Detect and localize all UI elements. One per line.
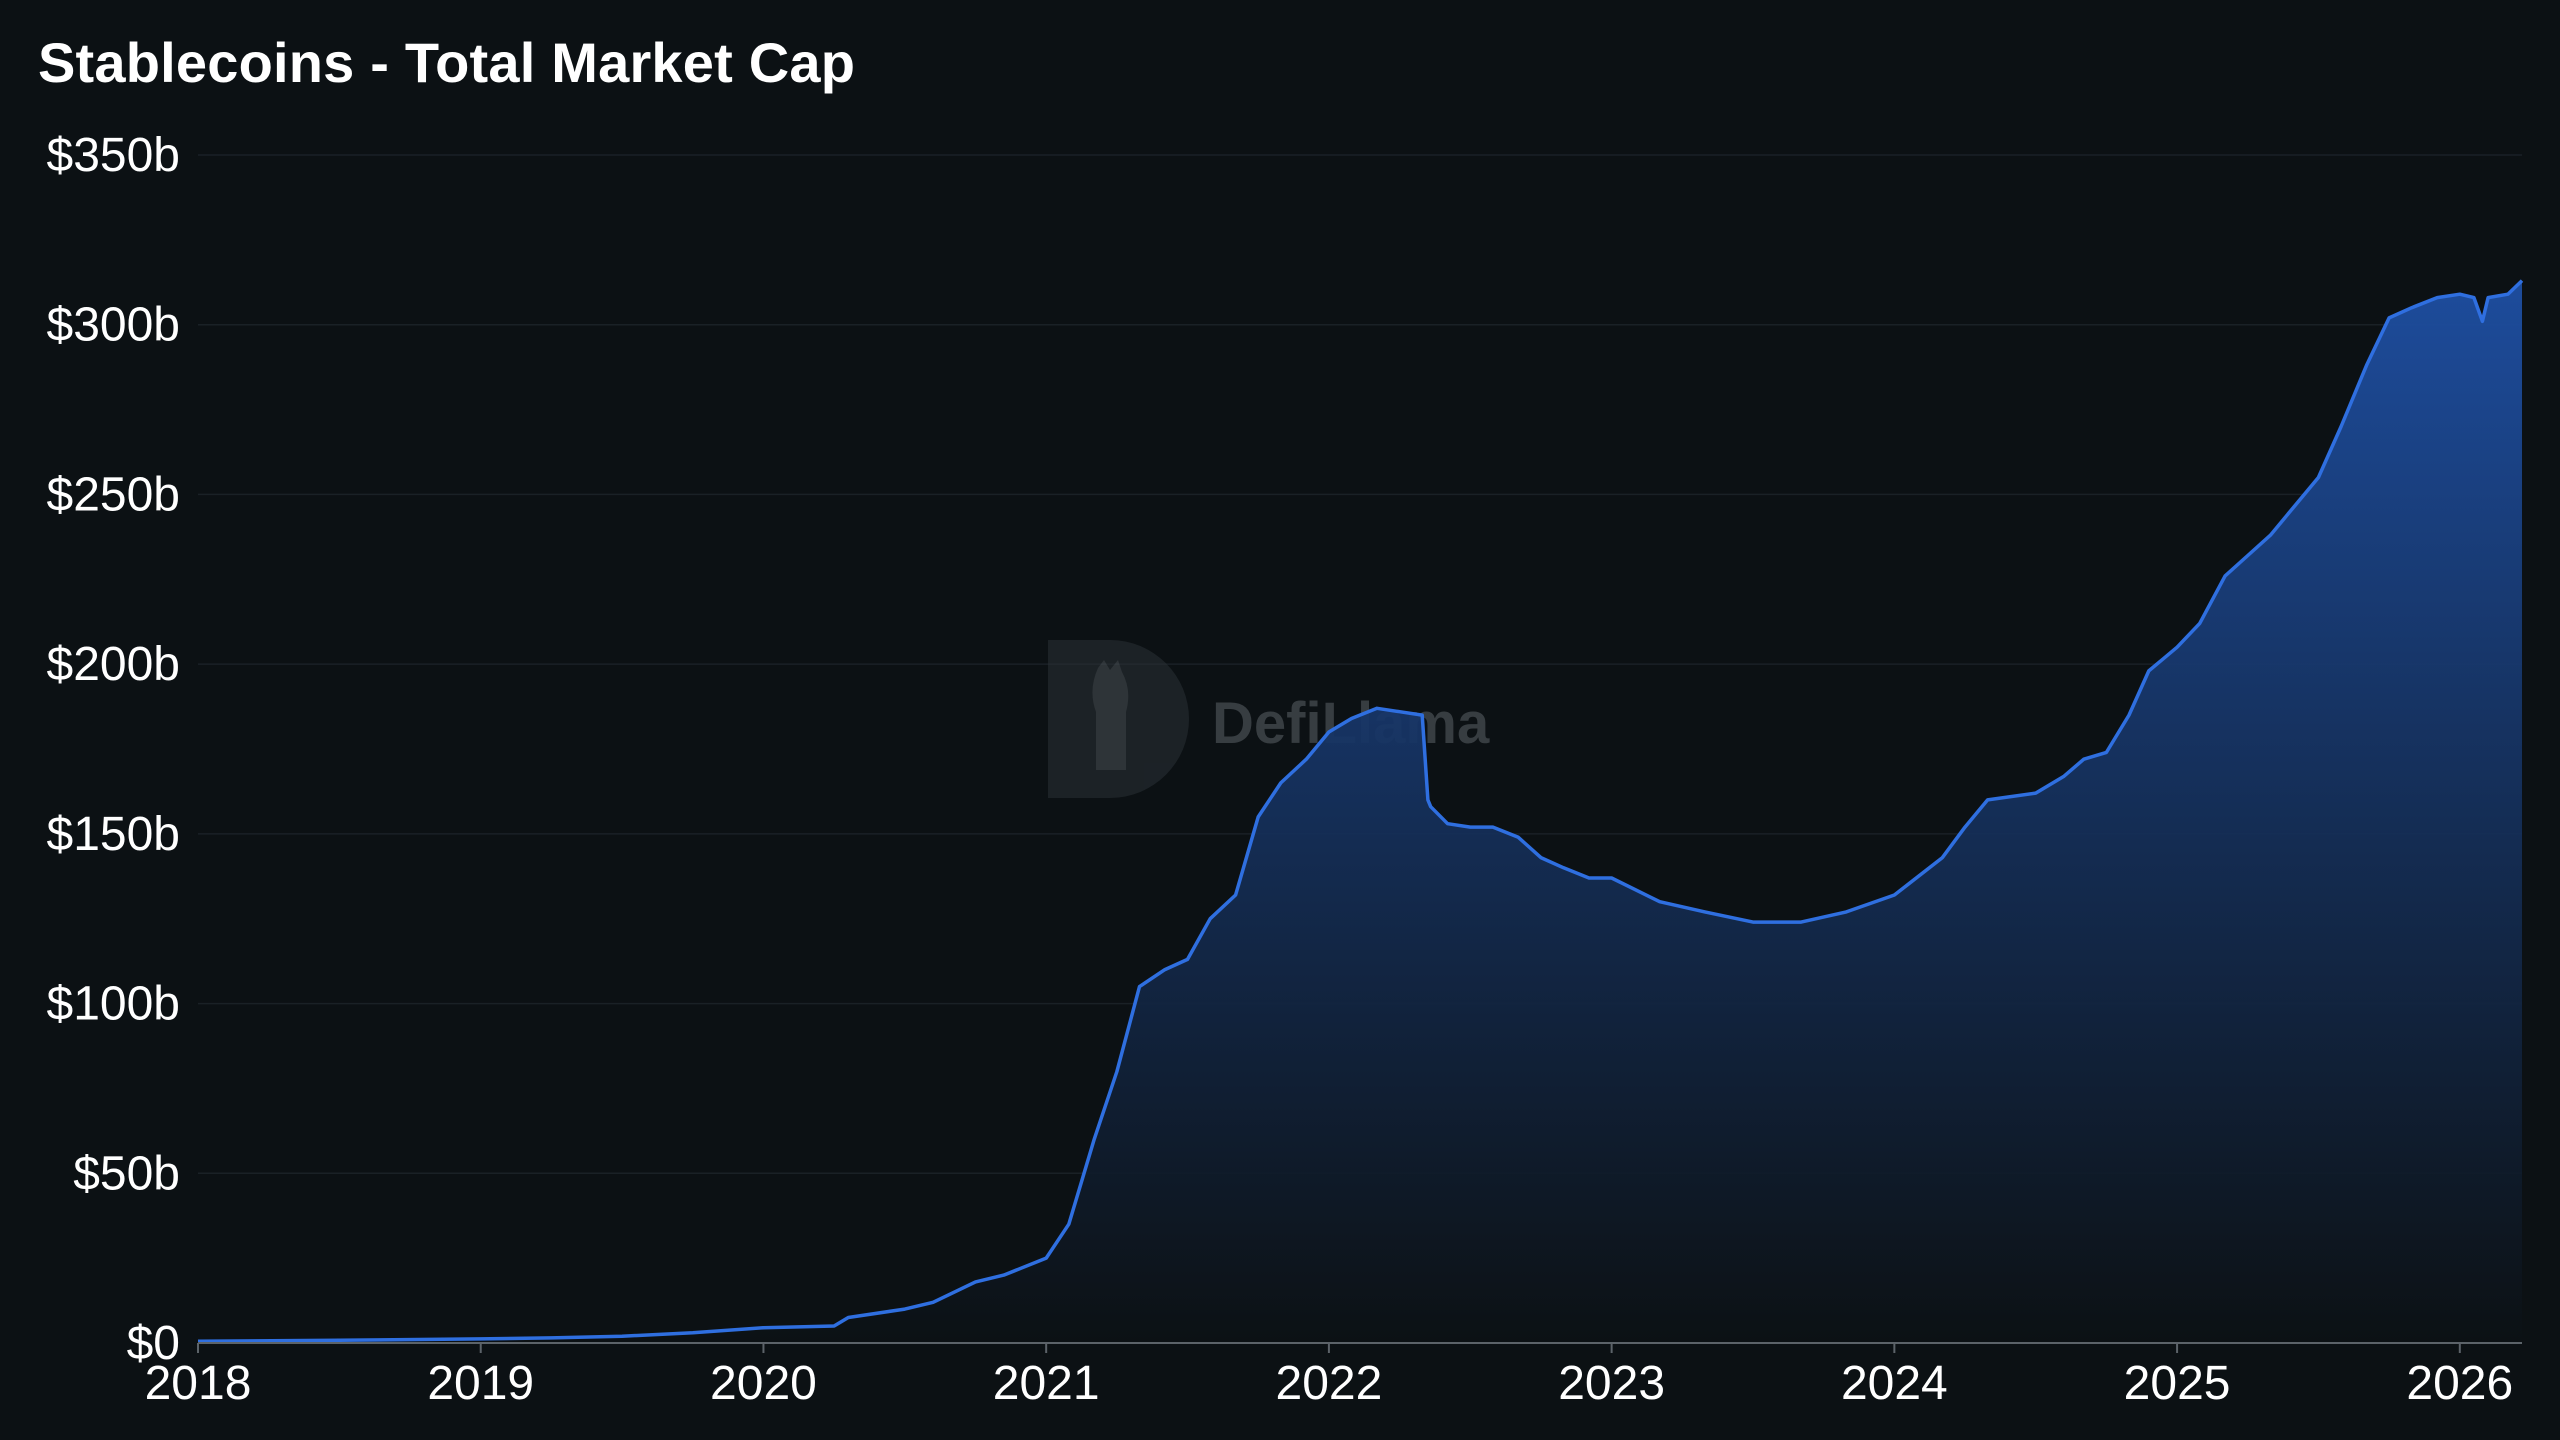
area-fill: [198, 280, 2522, 1344]
x-tick-label: 2022: [1276, 1357, 1383, 1410]
x-tick-label: 2024: [1841, 1357, 1948, 1410]
llama-head-icon: [1092, 660, 1129, 770]
y-tick-label: $0: [127, 1317, 180, 1370]
y-tick-label: $100b: [47, 978, 180, 1031]
x-tick-label: 2021: [993, 1357, 1100, 1410]
y-tick-label: $300b: [47, 299, 180, 352]
y-tick-label: $150b: [47, 808, 180, 861]
x-tick-label: 2025: [2124, 1357, 2231, 1410]
x-tick-label: 2018: [145, 1357, 252, 1410]
x-tick-label: 2019: [427, 1357, 534, 1410]
y-axis-ticks: $0 $50b $100b $150b $200b $250b $300b $350b: [47, 129, 180, 1370]
area-series: [197, 279, 2524, 1344]
y-tick-label: $200b: [47, 638, 180, 691]
y-tick-label: $250b: [47, 468, 180, 521]
y-tick-label: $50b: [73, 1147, 180, 1200]
y-tick-label: $350b: [47, 129, 180, 182]
x-tick-label: 2026: [2406, 1357, 2513, 1410]
series-line: [197, 279, 2524, 1344]
x-tick-label: 2023: [1558, 1357, 1665, 1410]
x-tick-label: 2020: [710, 1357, 817, 1410]
x-axis-ticks: 2018 2019 2020 2021 2022 2023 2024 2025 2026: [145, 1343, 2513, 1410]
chart-title: Stablecoins - Total Market Cap: [38, 31, 856, 94]
